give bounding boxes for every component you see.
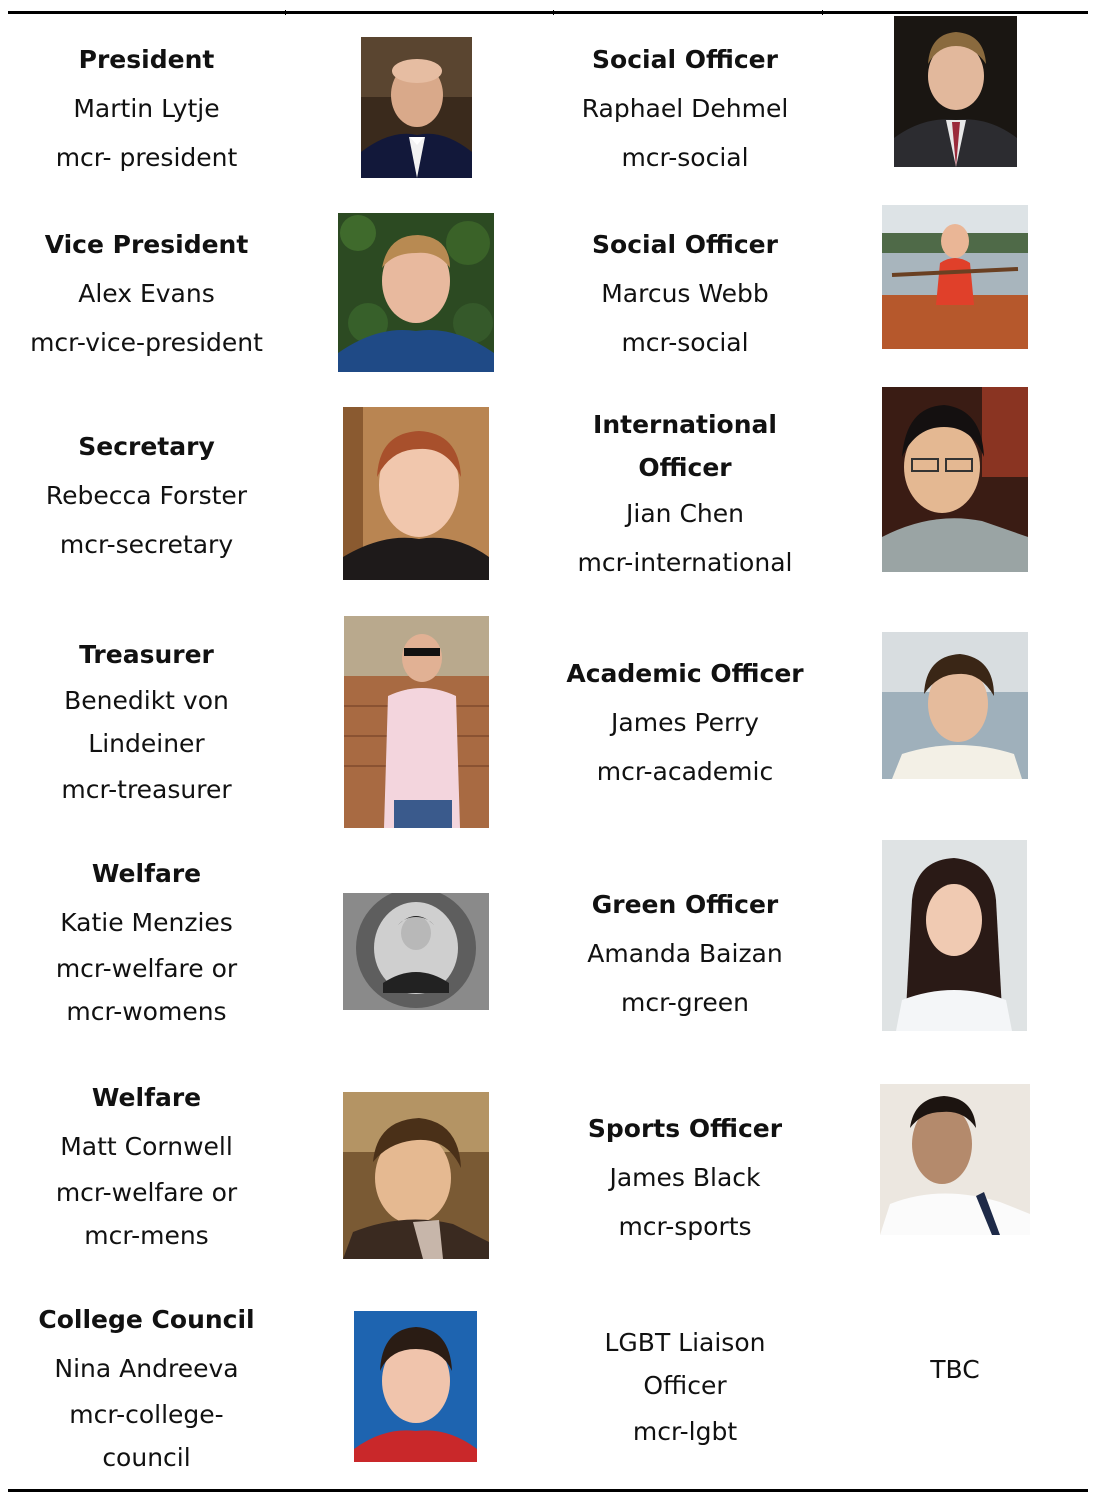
officer-email: mcr-academic	[596, 757, 774, 786]
tbc-placeholder: TBC	[930, 1355, 980, 1384]
role-title: President	[78, 45, 215, 74]
officer-card-international: International Officer Jian Chen mcr-inte…	[553, 400, 817, 590]
officer-card-lgbt: LGBT Liaison Officer mcr-lgbt	[553, 1318, 817, 1458]
role-title: Treasurer	[79, 640, 214, 669]
column-divider-tick	[553, 10, 554, 15]
officer-name: Katie Menzies	[60, 908, 233, 937]
top-rule	[8, 11, 1088, 14]
officer-name: James Black	[609, 1163, 761, 1192]
officer-email: mcr-international	[577, 548, 793, 577]
role-title: Social Officer	[592, 45, 778, 74]
officer-email: mcr- president	[55, 143, 238, 172]
column-divider-tick	[822, 10, 823, 15]
officer-email: mcr-sports	[618, 1212, 752, 1241]
officer-card-green: Green Officer Amanda Baizan mcr-green	[553, 880, 817, 1027]
column-divider-tick	[285, 10, 286, 15]
officer-card-academic: Academic Officer James Perry mcr-academi…	[553, 649, 817, 796]
role-title: College Council	[38, 1305, 255, 1334]
role-title: Academic Officer	[566, 659, 804, 688]
officer-email: council	[102, 1443, 191, 1472]
officer-email: mcr-social	[621, 143, 749, 172]
role-title: LGBT Liaison	[604, 1327, 766, 1357]
officer-card-sports: Sports Officer James Black mcr-sports	[553, 1104, 817, 1251]
officer-name: Nina Andreeva	[54, 1354, 239, 1383]
officer-photo	[343, 407, 489, 580]
officer-email: mcr-vice-president	[30, 328, 263, 357]
role-title: Welfare	[91, 1083, 202, 1112]
officer-name: Rebecca Forster	[45, 481, 248, 510]
officer-name: Benedikt von	[64, 686, 229, 715]
officer-photo	[882, 387, 1028, 572]
officer-email: mcr-welfare or	[55, 1178, 238, 1207]
role-title: Vice President	[44, 230, 249, 259]
officer-card-vice-president: Vice President Alex Evans mcr-vice-presi…	[8, 220, 285, 367]
role-title: Green Officer	[591, 890, 779, 919]
role-title: Social Officer	[592, 230, 778, 259]
officer-name: James Perry	[611, 708, 759, 737]
officer-email: mcr-lgbt	[632, 1416, 738, 1446]
officer-name: Matt Cornwell	[60, 1132, 233, 1161]
officer-card-social-2: Social Officer Marcus Webb mcr-social	[553, 220, 817, 367]
role-title: Secretary	[78, 432, 215, 461]
officer-email: mcr-social	[621, 328, 749, 357]
officer-email: mcr-secretary	[59, 530, 234, 559]
officer-card-treasurer: Treasurer Benedikt von Lindeiner mcr-tre…	[8, 627, 285, 817]
officer-email: mcr-welfare or	[55, 954, 238, 983]
officer-card-welfare-womens: Welfare Katie Menzies mcr-welfare or mcr…	[8, 846, 285, 1036]
officer-name: Martin Lytje	[73, 94, 220, 123]
role-title: Welfare	[91, 859, 202, 888]
officer-email: mcr-college-	[69, 1400, 224, 1429]
bottom-rule	[8, 1489, 1088, 1492]
officer-name: Amanda Baizan	[587, 939, 783, 968]
officer-name: Jian Chen	[626, 499, 744, 528]
officer-photo	[354, 1311, 477, 1462]
officer-photo	[361, 37, 472, 178]
officer-photo	[882, 205, 1028, 349]
officer-photo	[880, 1084, 1030, 1235]
officer-email: mcr-mens	[84, 1221, 209, 1250]
officer-photo	[882, 632, 1028, 779]
role-title: Sports Officer	[587, 1114, 783, 1143]
officer-name: Raphael Dehmel	[581, 94, 789, 123]
officer-email: mcr-womens	[66, 997, 227, 1026]
officer-card-college-council: College Council Nina Andreeva mcr-colleg…	[8, 1292, 285, 1482]
officer-name: Marcus Webb	[601, 279, 769, 308]
role-title: International	[593, 410, 777, 439]
officer-name: Alex Evans	[78, 279, 215, 308]
officer-photo	[344, 616, 489, 828]
officer-card-social-1: Social Officer Raphael Dehmel mcr-social	[553, 35, 817, 182]
officer-photo	[343, 1092, 489, 1259]
role-title: Officer	[638, 453, 732, 482]
officer-card-welfare-mens: Welfare Matt Cornwell mcr-welfare or mcr…	[8, 1070, 285, 1260]
officer-photo	[338, 213, 494, 372]
officer-card-secretary: Secretary Rebecca Forster mcr-secretary	[8, 422, 285, 569]
officer-email: mcr-green	[620, 988, 749, 1017]
role-title: Officer	[643, 1370, 727, 1400]
officer-photo	[894, 16, 1017, 167]
officer-photo	[343, 893, 489, 1010]
officer-photo	[882, 840, 1027, 1031]
officer-card-president: President Martin Lytje mcr- president	[8, 35, 285, 182]
officer-name: Lindeiner	[88, 729, 205, 758]
officer-email: mcr-treasurer	[61, 775, 232, 804]
